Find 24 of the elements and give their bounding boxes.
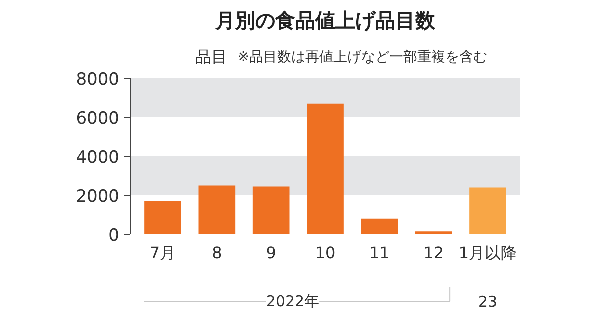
bar: [470, 188, 506, 234]
y-tick-label: 4000: [76, 148, 120, 168]
text: ※品目数は再値上げなど一部重複を含む: [238, 50, 488, 66]
bar: [415, 232, 452, 234]
bar: [307, 104, 344, 234]
text: 2022年: [266, 292, 320, 310]
bar: [361, 218, 398, 234]
y-tick-label: 2000: [76, 187, 120, 207]
bar: [144, 201, 182, 234]
y-tick-label: 8000: [76, 70, 120, 90]
x-tick-label: 11: [369, 244, 390, 262]
x-tick-label: 8: [212, 244, 222, 262]
bar: [252, 186, 290, 234]
y-tick-label: 0: [108, 226, 120, 246]
text: 23: [478, 293, 498, 311]
x-tick-label: 9: [266, 244, 276, 262]
y-tick-label: 6000: [76, 109, 120, 129]
x-tick-label: 1月以降: [458, 244, 518, 262]
y-axis-title: 品目: [196, 48, 228, 66]
x-tick-label: 12: [424, 244, 444, 262]
chart-title: 月別の食品値上げ品目数: [214, 8, 436, 32]
x-tick-label: 10: [315, 244, 336, 262]
x-tick-label: 7月: [150, 244, 176, 262]
bar: [198, 186, 236, 234]
